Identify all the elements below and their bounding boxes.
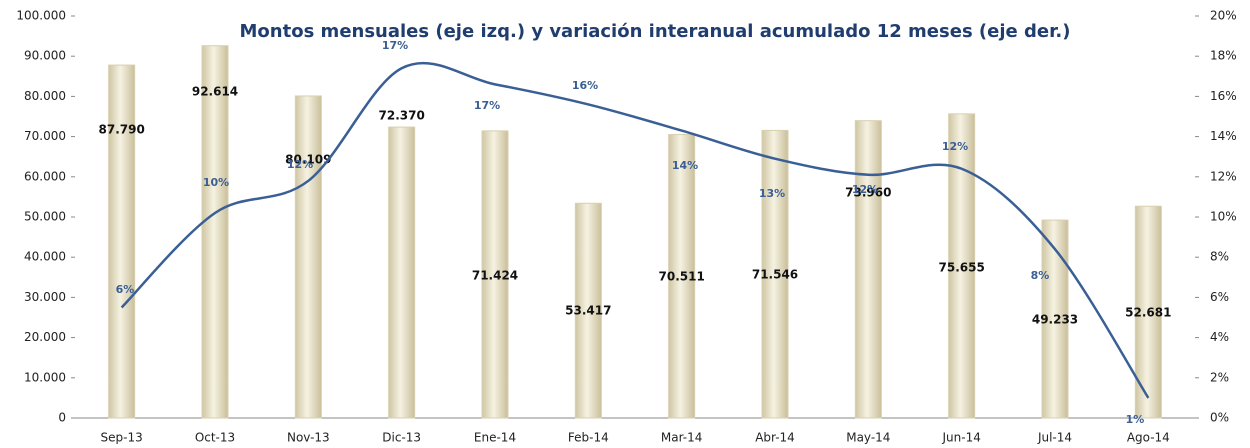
y2-tick-label: 16% — [1210, 89, 1237, 103]
x-tick-label: Sep-13 — [101, 431, 143, 445]
line-value-label: 10% — [203, 176, 229, 189]
x-tick-label: Abr-14 — [755, 431, 795, 445]
y2-tick-label: 6% — [1210, 290, 1229, 304]
bar-value-label: 52.681 — [1125, 306, 1171, 320]
y2-tick-label: 8% — [1210, 250, 1229, 264]
bar — [574, 202, 602, 419]
bar — [668, 134, 696, 419]
x-tick-label: Ago-14 — [1127, 431, 1170, 445]
x-tick-label: Nov-13 — [287, 431, 330, 445]
bar-value-label: 87.790 — [99, 123, 145, 137]
y2-tick-label: 0% — [1210, 411, 1229, 425]
y-tick-label: 0 — [58, 411, 66, 425]
y2-tick-label: 2% — [1210, 370, 1229, 384]
bar-value-label: 53.417 — [565, 304, 611, 318]
x-tick-label: Dic-13 — [382, 431, 421, 445]
y-tick-label: 20.000 — [24, 330, 66, 344]
bar — [948, 113, 976, 419]
line-value-label: 12% — [852, 183, 878, 196]
bar — [1041, 219, 1069, 419]
chart-title: Montos mensuales (eje izq.) y variación … — [240, 21, 1071, 42]
y-tick-label: 30.000 — [24, 290, 66, 304]
bar-value-label: 80.109 — [285, 153, 331, 167]
bar — [388, 126, 416, 419]
bar-value-label: 75.655 — [939, 261, 985, 275]
bar-value-label: 72.370 — [379, 109, 425, 123]
x-tick-label: Oct-13 — [195, 431, 235, 445]
line-value-label: 6% — [116, 283, 135, 296]
y-tick-label: 100.000 — [16, 9, 66, 23]
x-tick-label: Feb-14 — [568, 431, 609, 445]
y-tick-label: 50.000 — [24, 210, 66, 224]
y2-tick-label: 14% — [1210, 129, 1237, 143]
x-tick-label: Mar-14 — [661, 431, 702, 445]
bar — [854, 120, 882, 419]
x-tick-label: May-14 — [846, 431, 890, 445]
y2-tick-label: 10% — [1210, 210, 1237, 224]
x-tick-label: Ene-14 — [474, 431, 516, 445]
line-value-label: 1% — [1126, 413, 1145, 426]
y-tick-label: 70.000 — [24, 129, 66, 143]
bar-value-label: 71.546 — [752, 268, 798, 282]
x-tick-label: Jun-14 — [941, 431, 980, 445]
bar-value-label: 70.511 — [659, 270, 705, 284]
bar-value-label: 92.614 — [192, 85, 238, 99]
line-value-label: 8% — [1031, 269, 1050, 282]
y-tick-label: 90.000 — [24, 49, 66, 63]
line — [120, 62, 1150, 399]
bar — [108, 64, 136, 419]
bar — [481, 130, 509, 419]
line-value-label: 16% — [572, 79, 598, 92]
y-tick-label: 80.000 — [24, 89, 66, 103]
bar-value-label: 71.424 — [472, 269, 518, 283]
y-tick-label: 60.000 — [24, 169, 66, 183]
line-value-label: 12% — [287, 158, 313, 171]
y-tick-label: 10.000 — [24, 370, 66, 384]
bar — [761, 129, 789, 419]
line-value-label: 12% — [942, 140, 968, 153]
bar — [201, 45, 229, 419]
line-value-label: 13% — [759, 187, 785, 200]
y2-tick-label: 4% — [1210, 330, 1229, 344]
line-value-label: 14% — [672, 159, 698, 172]
y2-tick-label: 12% — [1210, 169, 1237, 183]
line-value-label: 17% — [382, 39, 408, 52]
y2-tick-label: 20% — [1210, 9, 1237, 23]
y-tick-label: 40.000 — [24, 250, 66, 264]
bar — [294, 95, 322, 419]
x-tick-label: Jul-14 — [1037, 431, 1072, 445]
bar-value-label: 73.960 — [845, 186, 891, 200]
bar-value-label: 49.233 — [1032, 313, 1078, 327]
line-value-label: 17% — [474, 99, 500, 112]
y2-tick-label: 18% — [1210, 49, 1237, 63]
